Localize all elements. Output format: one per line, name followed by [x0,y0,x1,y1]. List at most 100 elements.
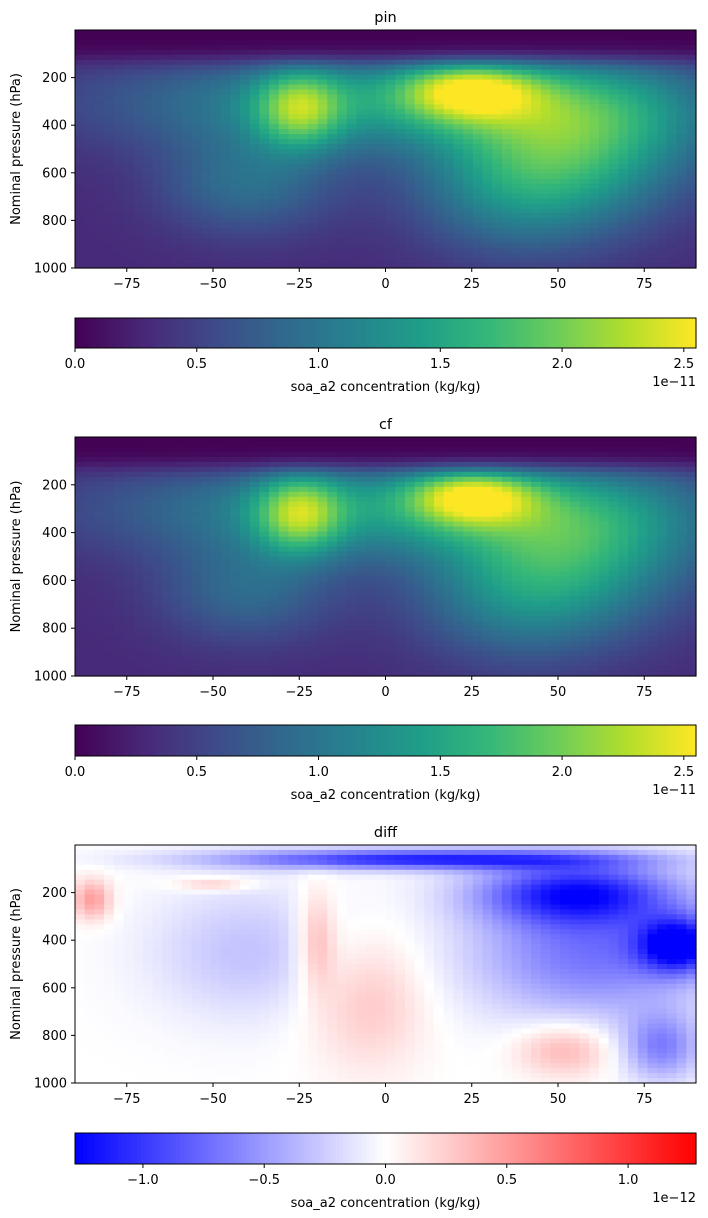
heatmap-cell [307,163,319,170]
heatmap-cell [94,258,105,264]
heatmap-cell [307,144,319,150]
heatmap-cell [133,233,144,239]
heatmap-cell [336,213,348,220]
heatmap-cell [482,248,493,254]
heatmap-cell [201,178,212,185]
heatmap-cell [501,561,513,568]
heatmap-cell [142,456,154,463]
heatmap-cell [336,149,348,155]
heatmap-cell [540,238,552,244]
heatmap-cell [181,198,193,205]
colorbar-segment [172,318,177,348]
heatmap-cell [75,119,86,125]
heatmap-cell [317,64,328,71]
heatmap-cell [249,208,260,215]
heatmap-cell [676,243,687,249]
heatmap-cell [142,541,154,548]
heatmap-cell [540,437,552,443]
heatmap-cell [298,437,309,443]
heatmap-cell [113,253,125,259]
heatmap-cell [230,218,241,224]
heatmap-cell [356,466,367,473]
heatmap-cell [201,144,212,150]
heatmap-cell [443,263,455,269]
heatmap-cell [220,39,231,46]
heatmap-cell [278,228,290,234]
heatmap-cell [453,54,464,61]
heatmap-cell [443,531,455,538]
heatmap-cell [142,481,154,488]
heatmap-cell [472,506,484,513]
heatmap-cell [647,109,658,115]
heatmap-cell [336,556,348,563]
heatmap-cell [123,556,134,563]
heatmap-cell [531,89,542,96]
heatmap-cell [269,566,280,573]
heatmap-cell [366,441,377,448]
heatmap-cell [424,34,435,41]
heatmap-cell [181,39,193,46]
heatmap-cell [317,223,328,229]
heatmap-cell [501,89,513,96]
heatmap-cell [259,546,270,553]
heatmap-cell [589,263,600,269]
heatmap-cell [472,149,484,155]
heatmap-cell [307,556,319,563]
heatmap-cell [278,44,290,51]
heatmap-cell [201,163,212,170]
heatmap-cell [366,541,377,548]
heatmap-cell [84,506,95,513]
heatmap-cell [521,208,532,215]
heatmap-cell [521,79,532,86]
heatmap-cell [501,74,513,81]
heatmap-cell [521,506,532,513]
heatmap-cell [385,89,396,96]
heatmap-cell [191,531,202,538]
heatmap-cell [598,248,610,254]
heatmap-cell [249,437,260,443]
heatmap-cell [230,263,241,269]
heatmap-cell [598,253,610,259]
heatmap-cell [395,526,406,533]
heatmap-cell [676,541,687,548]
heatmap-cell [172,74,183,81]
heatmap-cell [511,158,522,165]
heatmap-cell [569,491,581,498]
heatmap-cell [298,263,309,269]
heatmap-cell [540,471,552,478]
heatmap-cell [191,213,202,220]
heatmap-cell [598,84,610,91]
heatmap-cell [463,213,474,220]
heatmap-cell [327,94,338,101]
heatmap-cell [637,119,649,125]
heatmap-cell [133,69,144,76]
heatmap-cell [317,39,328,46]
heatmap-cell [637,89,649,96]
heatmap-cell [511,69,522,76]
heatmap-cell [375,218,387,224]
heatmap-cell [336,44,348,51]
heatmap-cell [152,511,163,518]
heatmap-cell [666,89,678,96]
heatmap-cell [327,238,338,244]
heatmap-cell [346,526,357,533]
heatmap-cell [113,501,125,508]
heatmap-cell [356,144,367,150]
heatmap-cell [356,486,367,493]
heatmap-cell [511,551,522,558]
heatmap-cell [123,441,134,448]
heatmap-cell [589,193,600,200]
heatmap-cell [686,208,697,215]
heatmap-cell [560,74,571,81]
heatmap-cell [434,223,445,229]
heatmap-cell [210,536,222,543]
heatmap-cell [239,506,251,513]
heatmap-cell [307,198,319,205]
heatmap-cell [307,476,319,483]
heatmap-cell [492,228,503,234]
heatmap-cell [647,461,658,468]
heatmap-cell [288,506,299,513]
heatmap-cell [414,89,425,96]
heatmap-cell [395,476,406,483]
heatmap-cell [317,203,328,210]
